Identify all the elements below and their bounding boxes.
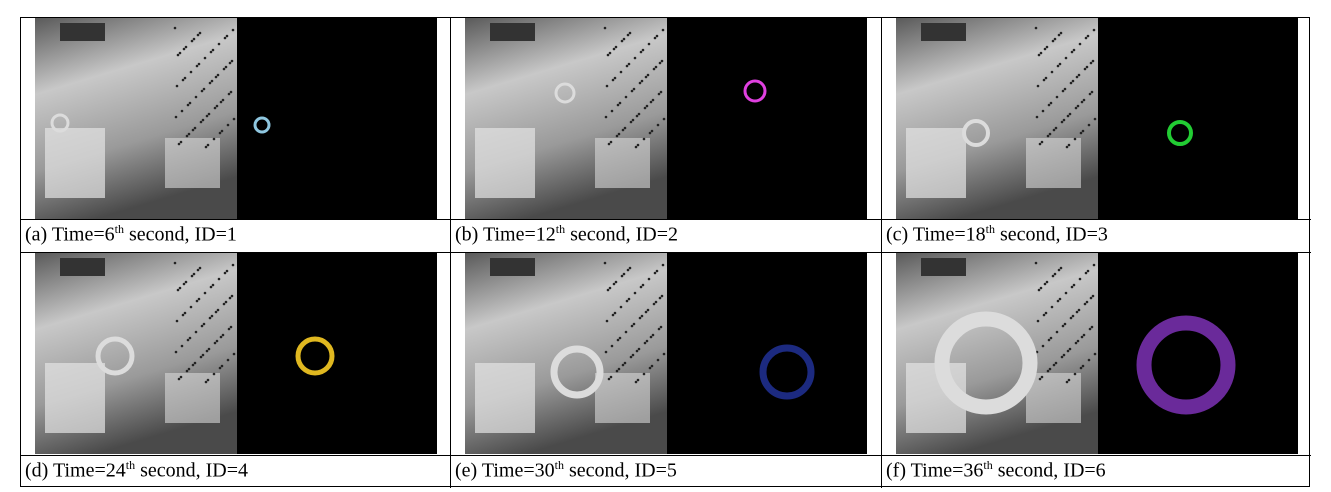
panel: (d) Time=24th second, ID=4: [21, 253, 451, 488]
caption: (d) Time=24th second, ID=4: [25, 450, 248, 486]
depth-image: [465, 18, 667, 219]
panel: (e) Time=30th second, ID=5: [451, 253, 882, 488]
caption-sup: th: [555, 458, 564, 472]
panel-images: [35, 18, 439, 219]
caption-sup: th: [983, 458, 992, 472]
caption-suffix: second, ID=6: [993, 460, 1106, 482]
caption: (b) Time=12th second, ID=2: [455, 214, 678, 250]
caption-suffix: second, ID=3: [995, 224, 1108, 246]
caption-suffix: second, ID=4: [135, 460, 248, 482]
mask-image: [1098, 253, 1298, 454]
caption-prefix: (e) Time=30: [455, 460, 555, 482]
caption: (c) Time=18th second, ID=3: [886, 214, 1108, 250]
panel: (a) Time=6th second, ID=1: [21, 18, 451, 253]
caption-suffix: second, ID=2: [565, 224, 678, 246]
mask-image: [1098, 18, 1298, 219]
panel: (b) Time=12th second, ID=2: [451, 18, 882, 253]
figure: (a) Time=6th second, ID=1(b) Time=12th s…: [20, 17, 1310, 487]
caption-prefix: (f) Time=36: [886, 460, 983, 482]
caption: (e) Time=30th second, ID=5: [455, 450, 677, 486]
caption: (a) Time=6th second, ID=1: [25, 214, 237, 250]
caption-suffix: second, ID=1: [124, 224, 237, 246]
depth-image: [35, 253, 237, 454]
panel: (c) Time=18th second, ID=3: [882, 18, 1311, 253]
panel-images: [896, 253, 1300, 454]
caption: (f) Time=36th second, ID=6: [886, 450, 1106, 486]
caption-prefix: (a) Time=6: [25, 224, 115, 246]
caption-prefix: (b) Time=12: [455, 224, 556, 246]
panel-images: [465, 18, 869, 219]
mask-image: [667, 18, 867, 219]
caption-prefix: (d) Time=24: [25, 460, 126, 482]
panel-images: [896, 18, 1300, 219]
caption-sup: th: [556, 222, 565, 236]
caption-sup: th: [115, 222, 124, 236]
mask-image: [237, 18, 437, 219]
caption-prefix: (c) Time=18: [886, 224, 986, 246]
depth-image: [35, 18, 237, 219]
panel: (f) Time=36th second, ID=6: [882, 253, 1311, 488]
mask-image: [237, 253, 437, 454]
caption-sup: th: [986, 222, 995, 236]
caption-suffix: second, ID=5: [564, 460, 677, 482]
mask-image: [667, 253, 867, 454]
depth-image: [465, 253, 667, 454]
panel-images: [465, 253, 869, 454]
depth-image: [896, 18, 1098, 219]
depth-image: [896, 253, 1098, 454]
caption-sup: th: [126, 458, 135, 472]
panel-images: [35, 253, 439, 454]
